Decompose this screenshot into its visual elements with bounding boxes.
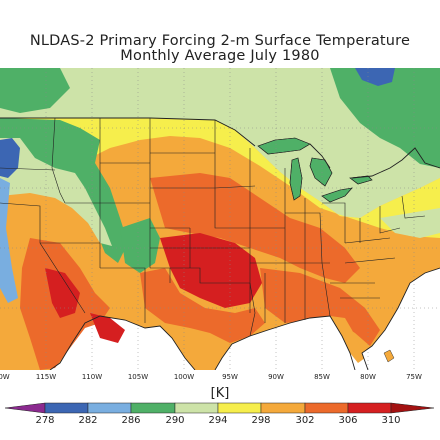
southern-plains-hot <box>160 233 262 308</box>
title-line-2: Monthly Average July 1980 <box>120 48 320 64</box>
lon-label: 100W <box>173 373 195 381</box>
us-mexico-border <box>49 315 196 370</box>
lon-label: 85W <box>314 373 330 381</box>
colorbar-tick: 278 <box>35 415 55 426</box>
colorbar-unit-label: [K] <box>210 386 230 401</box>
atlantic-ocean <box>362 268 440 370</box>
lon-label: 80W <box>360 373 376 381</box>
canada-cool-west <box>0 68 70 113</box>
bahamas-island <box>383 349 395 363</box>
north-yellow-band <box>0 118 440 238</box>
colorbar-tick: 306 <box>338 415 358 426</box>
colorbar-segment-298-302 <box>260 402 306 414</box>
florida-peninsula <box>330 316 365 363</box>
lon-label: 105W <box>127 373 149 381</box>
lon-label: 90W <box>268 373 284 381</box>
northeast-lightgreen <box>380 208 440 238</box>
lon-label: 0W <box>0 373 10 381</box>
colorbar-tick: 282 <box>78 415 98 426</box>
canada-cool-east <box>330 68 440 168</box>
temperature-map <box>0 68 440 370</box>
colorbar-tick: 290 <box>165 415 185 426</box>
lon-label: 115W <box>35 373 57 381</box>
title-line-1: NLDAS-2 Primary Forcing 2-m Surface Temp… <box>29 33 411 49</box>
mexico-border-hot <box>90 313 125 343</box>
lon-label: 110W <box>81 373 103 381</box>
great-lakes-outline <box>257 137 373 203</box>
canada-cold-patch <box>355 68 395 86</box>
state-boundaries <box>0 117 426 337</box>
colorbar-under-triangle <box>4 402 46 414</box>
colorbar-tick: 286 <box>121 415 141 426</box>
coastline <box>214 267 440 370</box>
colorbar-segment-290-294 <box>174 402 219 414</box>
colorbar-segment-306-310 <box>347 402 392 414</box>
lon-label: 95W <box>222 373 238 381</box>
colorbar-over-triangle <box>390 402 435 414</box>
colorbar-tick: 294 <box>208 415 228 426</box>
colorbar-tick: 298 <box>251 415 271 426</box>
colorbar-tick: 310 <box>381 415 401 426</box>
desert-red-core <box>45 268 80 318</box>
colorbar-segment-294-298 <box>217 402 262 414</box>
colorbar-segment-282-286 <box>87 402 132 414</box>
canada-land <box>0 68 440 218</box>
southeast-orange-red <box>260 268 380 346</box>
colorbar <box>4 402 435 414</box>
coast-blue <box>0 178 18 303</box>
colorbar-segment-302-306 <box>304 402 349 414</box>
colorbar-tick: 302 <box>295 415 315 426</box>
colorbar-segment-286-290 <box>130 402 176 414</box>
lon-label: 75W <box>406 373 422 381</box>
colorbar-segment-278-282 <box>44 402 89 414</box>
southern-plains-orange <box>140 268 265 343</box>
gulf-of-mexico <box>215 316 355 370</box>
mountain-lightgreen <box>0 138 112 246</box>
